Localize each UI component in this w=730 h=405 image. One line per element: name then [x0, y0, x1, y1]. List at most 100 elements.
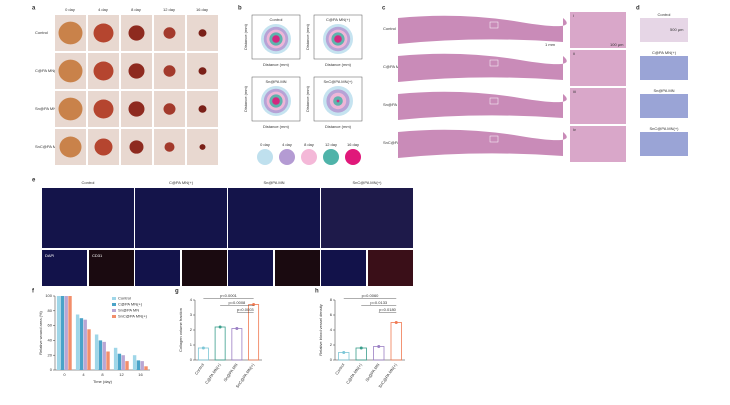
point [377, 345, 381, 348]
fluor-sub [42, 250, 87, 286]
wound [198, 67, 207, 75]
inset-label: ii [573, 51, 575, 56]
bar [125, 361, 129, 370]
legend-swatch [112, 315, 116, 318]
plot-title: Sn@PA MN [265, 79, 286, 84]
inset [570, 50, 626, 86]
point [359, 346, 363, 350]
axis-label: Distance (mm) [263, 62, 290, 67]
contour [272, 97, 280, 105]
x-tick-label: 12 [119, 372, 124, 377]
group-label: C@PA MN(+) [35, 68, 60, 73]
bar [197, 347, 209, 361]
plot-title: SnC@PA MN(+) [324, 79, 354, 84]
scale-bar: 500 µm [670, 27, 684, 32]
zoom-box [489, 59, 499, 67]
x-tick-label: C@PA MN(+) [345, 362, 363, 385]
x-tick-label: Sn@PA MN [222, 362, 238, 382]
plot-title: Control [270, 17, 283, 22]
wound [59, 136, 82, 158]
point [235, 327, 239, 330]
legend-label: Control [118, 296, 131, 301]
inset [570, 126, 626, 162]
y-tick-label: 0 [50, 367, 53, 372]
wound [128, 63, 145, 79]
wound [198, 29, 207, 37]
x-tick-label: Sn@PA MN [364, 362, 380, 382]
group-label: C@PA MN(+) [383, 64, 408, 69]
y-tick-label: 60 [48, 323, 53, 328]
legend-swatch [112, 297, 116, 300]
zoom-box [489, 135, 499, 143]
x-tick-label: Control [194, 362, 206, 376]
axis-label: Distance (mm) [305, 85, 310, 112]
legend-label: 4 day [282, 142, 292, 147]
x-tick-label: Control [334, 362, 346, 376]
y-tick-label: 4 [330, 327, 333, 332]
y-axis-label: Relative blood vessel density [318, 304, 323, 356]
wound [163, 65, 176, 77]
bar [132, 355, 137, 370]
y-tick-label: 0 [190, 357, 193, 362]
legend-label: SnC@PA MN(+) [118, 314, 148, 319]
fluor-sub [89, 250, 134, 286]
axis-label: Distance (mm) [305, 23, 310, 50]
group-label: Sn@PA MN [35, 106, 56, 111]
y-tick-label: 1 [190, 342, 193, 347]
bar [136, 360, 141, 370]
fluor-sub [275, 250, 320, 286]
bar [94, 334, 99, 370]
y-tick-label: 4 [190, 297, 193, 302]
zoom-box [489, 21, 499, 29]
bar [117, 353, 122, 370]
fluor-sub [135, 250, 180, 286]
bar [60, 296, 65, 370]
bar [102, 341, 106, 370]
y-axis-label: Relative wound area (%) [38, 310, 43, 354]
day-label: 0 day [65, 7, 75, 12]
tissue [398, 15, 567, 44]
legend-swatch [345, 149, 361, 165]
plot-frame [313, 76, 363, 122]
contour [334, 35, 342, 43]
y-tick-label: 2 [330, 342, 333, 347]
x-tick-label: 8 [101, 372, 104, 377]
p-value: p=0.0060 [362, 293, 380, 298]
fluor-sub [182, 250, 227, 286]
axis-label: Distance (mm) [243, 23, 248, 50]
bar [113, 347, 118, 370]
fluor-image [321, 188, 413, 248]
contour [336, 99, 340, 103]
wound [93, 23, 114, 43]
point [252, 303, 256, 306]
p-value: p=0.0008 [228, 300, 246, 305]
wound [94, 138, 113, 156]
x-tick-label: SnC@PA MN(+) [377, 362, 398, 389]
panel-label: h [315, 289, 319, 295]
side-panel [640, 56, 688, 80]
y-tick-label: 80 [48, 308, 53, 313]
side-panel [640, 132, 688, 156]
wound [163, 103, 176, 115]
p-value: p=0.0003 [237, 307, 255, 312]
legend-swatch [279, 149, 295, 165]
point [201, 346, 205, 350]
side-panel [640, 94, 688, 118]
group-label: Sn@PA MN [653, 88, 674, 93]
y-axis-label: Collagen volume fraction [178, 308, 183, 352]
group-label: Control [82, 180, 95, 185]
fluor-sub [228, 250, 273, 286]
legend-label: 0 day [260, 142, 270, 147]
scale-bar: 100 µm [610, 42, 624, 47]
panel-label: c [382, 6, 386, 12]
fluor-sub [321, 250, 366, 286]
legend-swatch [112, 303, 116, 306]
group-label: Sn@PA MN [383, 102, 404, 107]
group-label: C@PA MN(+) [169, 180, 194, 185]
bar [373, 346, 385, 361]
bar [231, 328, 243, 361]
panel-label: g [175, 289, 179, 295]
y-tick-label: 8 [330, 297, 333, 302]
wound [128, 101, 145, 117]
fluor-image [42, 188, 134, 248]
